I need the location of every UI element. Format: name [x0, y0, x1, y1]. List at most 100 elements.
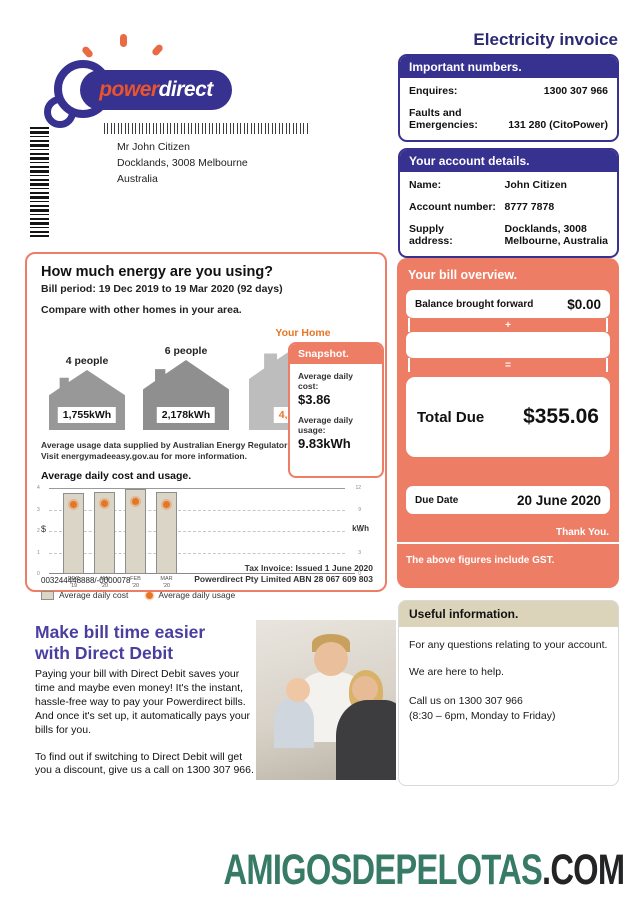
chart-bar-group: JAN '20 — [94, 488, 115, 589]
chart-bar-group: MAR '20 — [156, 488, 177, 589]
house-4-people: 4 people 1,755kWh — [49, 355, 125, 430]
useful-line-1: For any questions relating to your accou… — [409, 639, 608, 651]
current-charges-row — [406, 332, 610, 358]
direct-debit-para-2: To find out if switching to Direct Debit… — [35, 750, 254, 777]
powerdirect-logo: power direct — [36, 34, 232, 128]
thank-you-text: Thank You. — [556, 527, 609, 538]
logo-text-power: power — [99, 78, 159, 101]
page-title: Electricity invoice — [473, 30, 618, 49]
legend-cost-label: Average daily cost — [59, 590, 129, 601]
photo-shape — [274, 698, 314, 748]
avg-cost-bar — [125, 489, 146, 575]
plus-operator: + — [408, 318, 608, 332]
tax-invoice-note: Tax Invoice: Issued 1 June 2020 Powerdir… — [194, 563, 373, 585]
sun-ray-icon — [80, 45, 95, 59]
chart-bar-group: FEB '20 — [125, 488, 146, 589]
faults-label: Faults and Emergencies: — [409, 107, 478, 131]
left-tick: 1 — [37, 549, 40, 556]
energy-title: How much energy are you using? — [41, 264, 274, 280]
right-tick: 3 — [358, 549, 361, 556]
daily-cost-value: $3.86 — [298, 392, 331, 407]
account-number-value: 8777 7878 — [504, 201, 555, 213]
family-photo — [256, 620, 396, 780]
account-name-row: Name: John Citizen — [409, 179, 608, 191]
cost-usage-chart: $ kWh DEC '19 JAN '20 FEB '20 MAR '20 4 3 2 1 0 12 9… — [37, 485, 369, 589]
usage-data-note: Average usage data supplied by Australia… — [41, 440, 288, 462]
x-axis-label: DEC '19 — [67, 576, 80, 589]
daily-cost-label: Average daily cost: — [298, 371, 353, 391]
avg-usage-dot — [163, 500, 170, 508]
house-kwh-value: 1,755kWh — [57, 407, 117, 423]
enquiries-value: 1300 307 966 — [543, 85, 608, 97]
left-tick: 4 — [37, 485, 40, 492]
avg-usage-dot — [70, 501, 77, 509]
left-tick: 2 — [37, 528, 40, 535]
useful-line-3: Call us on 1300 307 966 — [409, 695, 523, 708]
cost-swatch-icon — [41, 590, 54, 600]
avg-cost-bar — [156, 492, 177, 575]
gridline — [49, 509, 345, 511]
left-tick: 3 — [37, 506, 40, 513]
tax-line-1: Tax Invoice: Issued 1 June 2020 — [244, 562, 373, 573]
important-numbers-header: Important numbers. — [400, 56, 617, 78]
avg-cost-bar — [94, 492, 115, 575]
panel-footer: 003244448888/-0000078 Tax Invoice: Issue… — [41, 563, 373, 585]
house-label: 4 people — [65, 355, 109, 367]
compare-text: Compare with other homes in your area. — [41, 304, 242, 316]
logo-wordmark: power direct — [80, 70, 232, 110]
photo-shape — [286, 678, 310, 702]
due-date-label: Due Date — [415, 494, 459, 506]
right-axis-label: kWh — [352, 524, 369, 534]
account-number-row: Account number: 8777 7878 — [409, 201, 608, 213]
house-6-people: 6 people 2,178kWh — [143, 345, 229, 430]
chart-bars: DEC '19 JAN '20 FEB '20 MAR '20 — [63, 488, 177, 589]
direct-debit-para-1: Paying your bill with Direct Debit saves… — [35, 668, 251, 736]
total-due-row: Total Due $355.06 — [406, 377, 610, 457]
balance-value: $0.00 — [567, 296, 601, 312]
sun-ray-icon — [150, 43, 165, 57]
x-axis-label: FEB '20 — [130, 576, 141, 589]
daily-usage-label: Average daily usage: — [298, 415, 353, 435]
name-label: Name: — [409, 179, 442, 191]
snapshot-box: Snapshot. Average daily cost: $3.86 Aver… — [288, 342, 384, 478]
right-tick: 9 — [358, 506, 361, 513]
house-label: 6 people — [164, 345, 208, 357]
recipient-name: Mr John Citizen — [117, 141, 190, 153]
supply-address-label: Supply address: — [409, 223, 453, 247]
total-due-label: Total Due — [417, 408, 485, 426]
useful-line-2: We are here to help. — [409, 666, 504, 679]
x-axis-line — [49, 573, 355, 575]
chart-legend: Average daily cost Average daily usage — [41, 590, 371, 600]
enquiries-label: Enquires: — [409, 85, 458, 97]
important-numbers-box: Important numbers. Enquires: 1300 307 96… — [398, 54, 619, 142]
chart-bar-group: DEC '19 — [63, 488, 84, 589]
daily-usage-value: 9.83kWh — [298, 436, 351, 451]
name-value: John Citizen — [504, 179, 567, 191]
gst-note: The above figures include GST. — [406, 555, 555, 566]
gridline — [49, 531, 345, 533]
barcode — [30, 127, 49, 237]
due-date-value: 20 June 2020 — [516, 492, 601, 508]
recipient-country: Australia — [117, 172, 158, 185]
watermark-tld: .COM — [541, 846, 625, 894]
supply-address-row: Supply address: Docklands, 3008 Melbourn… — [409, 223, 608, 247]
useful-info-header: Useful information. — [399, 601, 618, 627]
legend-usage-label: Average daily usage — [158, 590, 236, 601]
right-tick: 6 — [358, 528, 361, 535]
balance-row: Balance brought forward $0.00 — [406, 290, 610, 318]
x-axis-label: MAR '20 — [160, 576, 173, 589]
account-number-label: Account number: — [409, 201, 496, 213]
snapshot-header: Snapshot. — [290, 344, 382, 364]
equals-operator: = — [408, 358, 608, 372]
account-details-header: Your account details. — [400, 150, 617, 172]
bill-overview-panel: Your bill overview. Balance brought forw… — [397, 258, 619, 588]
x-axis-label: JAN '20 — [99, 576, 110, 589]
site-watermark: AMIGOSDEPELOTAS.COM — [223, 846, 625, 895]
enquiries-row: Enquires: 1300 307 966 — [409, 85, 608, 97]
faults-value: 131 280 (CitoPower) — [508, 119, 608, 131]
balance-label: Balance brought forward — [415, 298, 534, 310]
faults-row: Faults and Emergencies: 131 280 (CitoPow… — [409, 107, 608, 131]
gridline — [49, 488, 345, 490]
postal-barcode — [104, 123, 309, 134]
